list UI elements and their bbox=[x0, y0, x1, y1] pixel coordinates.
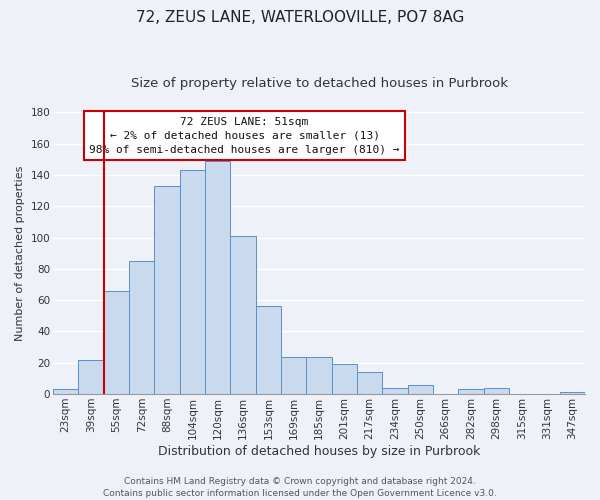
Text: Contains HM Land Registry data © Crown copyright and database right 2024.
Contai: Contains HM Land Registry data © Crown c… bbox=[103, 476, 497, 498]
Bar bbox=[129, 261, 154, 394]
Bar bbox=[484, 388, 509, 394]
Title: Size of property relative to detached houses in Purbrook: Size of property relative to detached ho… bbox=[131, 78, 508, 90]
Bar bbox=[180, 170, 205, 394]
Bar bbox=[332, 364, 357, 394]
Text: 72, ZEUS LANE, WATERLOOVILLE, PO7 8AG: 72, ZEUS LANE, WATERLOOVILLE, PO7 8AG bbox=[136, 10, 464, 25]
Bar bbox=[256, 306, 281, 394]
Bar bbox=[458, 390, 484, 394]
Text: 72 ZEUS LANE: 51sqm
← 2% of detached houses are smaller (13)
98% of semi-detache: 72 ZEUS LANE: 51sqm ← 2% of detached hou… bbox=[89, 116, 400, 154]
Bar bbox=[307, 356, 332, 394]
Bar bbox=[205, 161, 230, 394]
Bar bbox=[382, 388, 407, 394]
Bar bbox=[357, 372, 382, 394]
Bar bbox=[230, 236, 256, 394]
Bar bbox=[560, 392, 585, 394]
X-axis label: Distribution of detached houses by size in Purbrook: Distribution of detached houses by size … bbox=[158, 444, 480, 458]
Bar bbox=[281, 356, 307, 394]
Bar bbox=[79, 360, 104, 394]
Y-axis label: Number of detached properties: Number of detached properties bbox=[15, 166, 25, 341]
Bar bbox=[154, 186, 180, 394]
Bar bbox=[104, 291, 129, 394]
Bar bbox=[53, 390, 79, 394]
Bar bbox=[407, 384, 433, 394]
